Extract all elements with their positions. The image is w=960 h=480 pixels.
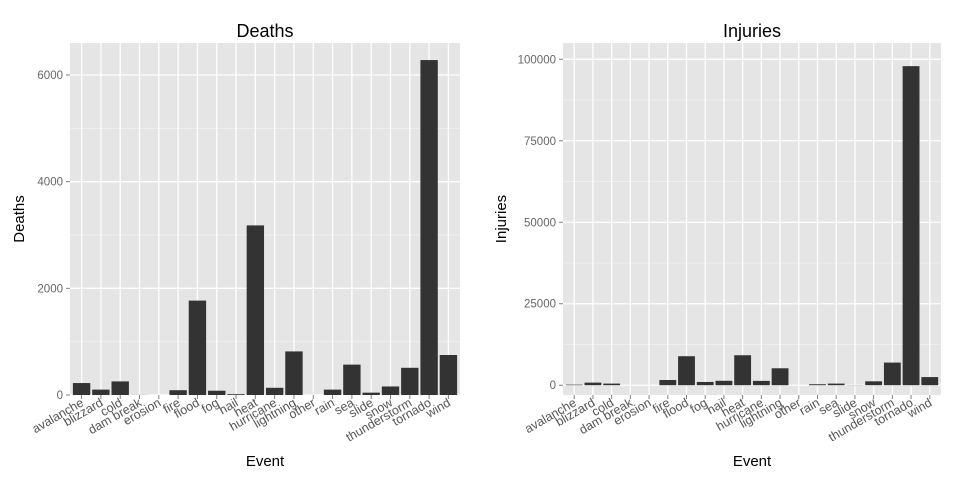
injuries-major-grid <box>563 43 941 395</box>
deaths-bar-rain <box>323 389 342 395</box>
injuries-y-tick-label: 75000 <box>524 136 556 148</box>
injuries-bar-cold <box>603 383 621 386</box>
deaths-y-tick-label: 0 <box>57 390 63 402</box>
injuries-x-axis-title: Event <box>733 453 772 470</box>
injuries-bar-flood <box>678 356 695 386</box>
injuries-bar-avalanche <box>565 384 583 386</box>
deaths-y-axis: 0 2000 4000 6000 <box>37 70 70 402</box>
injuries-y-tick-label: 0 <box>550 380 556 392</box>
deaths-bar-wind <box>439 355 458 395</box>
deaths-bar-blizzard <box>92 389 110 395</box>
deaths-bar-snow <box>381 386 400 395</box>
injuries-bar-heat <box>734 355 752 386</box>
injuries-bar-hurricane <box>752 380 770 386</box>
deaths-bar-cold <box>111 381 129 395</box>
deaths-y-tick-label: 2000 <box>37 283 63 295</box>
injuries-bar-sea <box>827 383 845 386</box>
deaths-y-tick-label: 4000 <box>37 177 63 189</box>
deaths-bar-hurricane <box>265 387 284 395</box>
deaths-bars <box>72 60 458 396</box>
injuries-y-tick-label: 25000 <box>524 299 556 311</box>
injuries-chart: 0 25000 50000 75000 100000 avalancheblizzard… <box>493 21 941 470</box>
deaths-x-axis-title: Event <box>246 453 285 470</box>
injuries-y-tick-label: 100000 <box>518 54 556 66</box>
deaths-bar-avalanche <box>72 383 91 395</box>
injuries-bar-snow <box>865 381 883 386</box>
deaths-y-axis-title: Deaths <box>11 195 28 243</box>
injuries-bar-fire <box>659 380 677 386</box>
injuries-bars <box>565 66 939 386</box>
injuries-y-axis-title: Injuries <box>493 195 510 243</box>
injuries-bar-rain <box>809 384 826 386</box>
injuries-bar-thunderstorm <box>883 362 901 386</box>
injuries-y-tick-label: 50000 <box>524 217 556 229</box>
injuries-plot-panel <box>563 43 941 395</box>
deaths-bar-thunderstorm <box>401 367 419 395</box>
injuries-bar-blizzard <box>584 382 602 386</box>
deaths-bar-lightning <box>285 351 303 395</box>
deaths-chart-title: Deaths <box>236 21 293 41</box>
deaths-bar-hail <box>227 394 245 395</box>
injuries-bar-tornado <box>902 66 920 386</box>
deaths-bar-heat <box>246 225 265 395</box>
injuries-chart-title: Injuries <box>723 21 781 41</box>
deaths-y-tick-label: 6000 <box>37 70 63 82</box>
injuries-bar-fog <box>696 381 714 386</box>
injuries-x-tick-label-erosion: erosion <box>611 395 654 428</box>
deaths-bar-tornado <box>420 60 438 396</box>
deaths-minor-grid <box>70 127 460 343</box>
deaths-bar-flood <box>188 300 207 395</box>
injuries-bar-wind <box>921 377 939 386</box>
deaths-bar-fog <box>208 390 226 395</box>
injuries-minor-grid <box>563 99 941 345</box>
injuries-bar-hail <box>715 380 733 386</box>
deaths-bar-fire <box>169 390 187 395</box>
injuries-bar-lightning <box>771 368 789 386</box>
deaths-bar-slide <box>362 392 380 395</box>
deaths-plot-panel <box>70 43 460 395</box>
injuries-y-axis: 0 25000 50000 75000 100000 <box>518 54 563 392</box>
deaths-bar-sea <box>343 364 361 395</box>
